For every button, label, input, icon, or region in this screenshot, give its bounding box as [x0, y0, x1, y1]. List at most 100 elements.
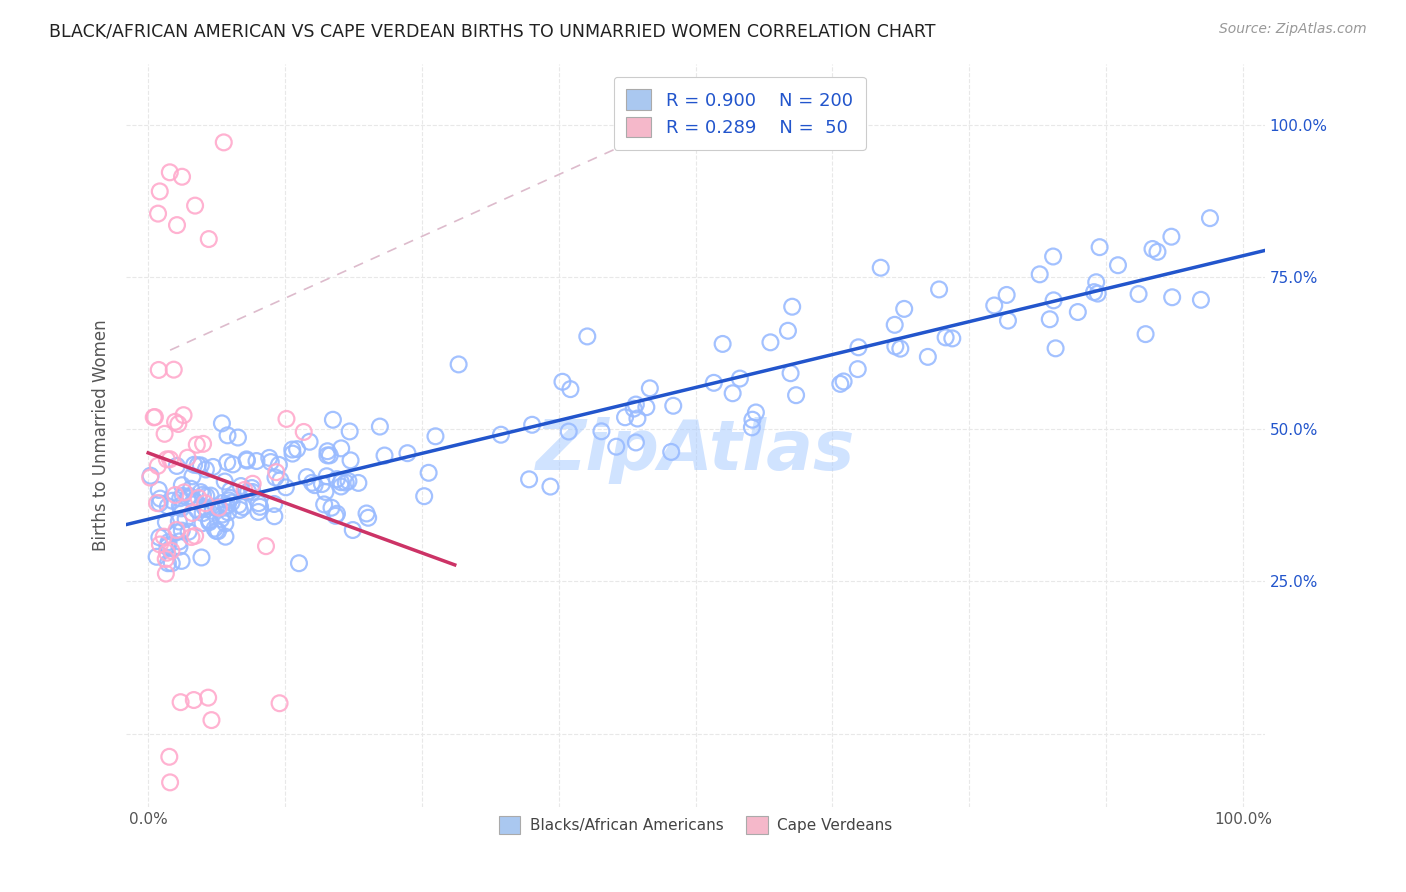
Point: [269, 473, 291, 487]
Point: [209, 512, 232, 526]
Point: [1128, 287, 1150, 301]
Point: [184, 529, 207, 543]
Point: [1042, 250, 1064, 264]
Point: [1067, 305, 1090, 319]
Point: [148, 483, 170, 497]
Point: [166, 458, 188, 473]
Point: [304, 478, 326, 492]
Point: [245, 454, 267, 468]
Point: [638, 381, 661, 395]
Point: [139, 470, 162, 484]
Point: [254, 539, 277, 553]
Point: [995, 288, 1018, 302]
Point: [342, 523, 364, 537]
Point: [159, 452, 181, 467]
Point: [170, 478, 193, 492]
Point: [218, 493, 240, 508]
Point: [205, 524, 228, 538]
Point: [167, 515, 190, 529]
Point: [156, 546, 179, 560]
Point: [198, 515, 221, 529]
Point: [201, 504, 224, 518]
Point: [191, 488, 214, 502]
Point: [319, 448, 342, 462]
Point: [846, 362, 869, 376]
Point: [1039, 312, 1062, 326]
Point: [197, 690, 219, 705]
Point: [339, 425, 361, 439]
Point: [240, 481, 263, 495]
Point: [832, 375, 855, 389]
Point: [149, 185, 172, 199]
Point: [276, 412, 298, 426]
Point: [180, 482, 202, 496]
Point: [226, 430, 249, 444]
Point: [173, 485, 195, 500]
Point: [626, 411, 648, 425]
Point: [204, 522, 226, 536]
Point: [156, 540, 179, 554]
Point: [170, 554, 193, 568]
Point: [295, 470, 318, 484]
Point: [142, 410, 165, 425]
Point: [155, 515, 177, 529]
Point: [281, 442, 304, 457]
Point: [166, 525, 188, 540]
Point: [330, 475, 353, 490]
Point: [190, 485, 212, 500]
Point: [156, 538, 179, 552]
Point: [322, 413, 344, 427]
Point: [214, 530, 236, 544]
Point: [249, 500, 271, 514]
Point: [236, 484, 259, 499]
Point: [1107, 258, 1129, 272]
Point: [264, 465, 287, 479]
Point: [728, 371, 751, 385]
Point: [186, 503, 208, 517]
Point: [211, 417, 233, 431]
Point: [347, 475, 370, 490]
Point: [662, 399, 685, 413]
Point: [520, 417, 543, 432]
Point: [186, 438, 208, 452]
Point: [1083, 285, 1105, 300]
Point: [326, 472, 349, 486]
Point: [848, 340, 870, 354]
Point: [170, 501, 193, 516]
Point: [711, 337, 734, 351]
Point: [181, 506, 204, 520]
Point: [247, 505, 270, 519]
Point: [721, 386, 744, 401]
Point: [169, 491, 191, 505]
Point: [703, 376, 725, 390]
Point: [1142, 242, 1164, 256]
Point: [214, 516, 236, 531]
Point: [292, 425, 315, 439]
Point: [624, 435, 647, 450]
Point: [883, 318, 905, 332]
Point: [330, 479, 353, 493]
Point: [917, 350, 939, 364]
Point: [162, 493, 184, 508]
Point: [1161, 290, 1184, 304]
Point: [236, 453, 259, 467]
Point: [139, 468, 162, 483]
Point: [177, 524, 200, 539]
Point: [242, 476, 264, 491]
Point: [314, 497, 336, 511]
Point: [214, 475, 236, 489]
Point: [159, 165, 181, 179]
Point: [190, 550, 212, 565]
Point: [741, 413, 763, 427]
Point: [191, 506, 214, 520]
Point: [326, 507, 349, 521]
Point: [941, 331, 963, 345]
Point: [233, 483, 256, 497]
Point: [1189, 293, 1212, 307]
Point: [156, 500, 179, 514]
Point: [149, 496, 172, 510]
Point: [191, 516, 214, 530]
Point: [288, 556, 311, 570]
Point: [156, 556, 179, 570]
Point: [146, 496, 169, 510]
